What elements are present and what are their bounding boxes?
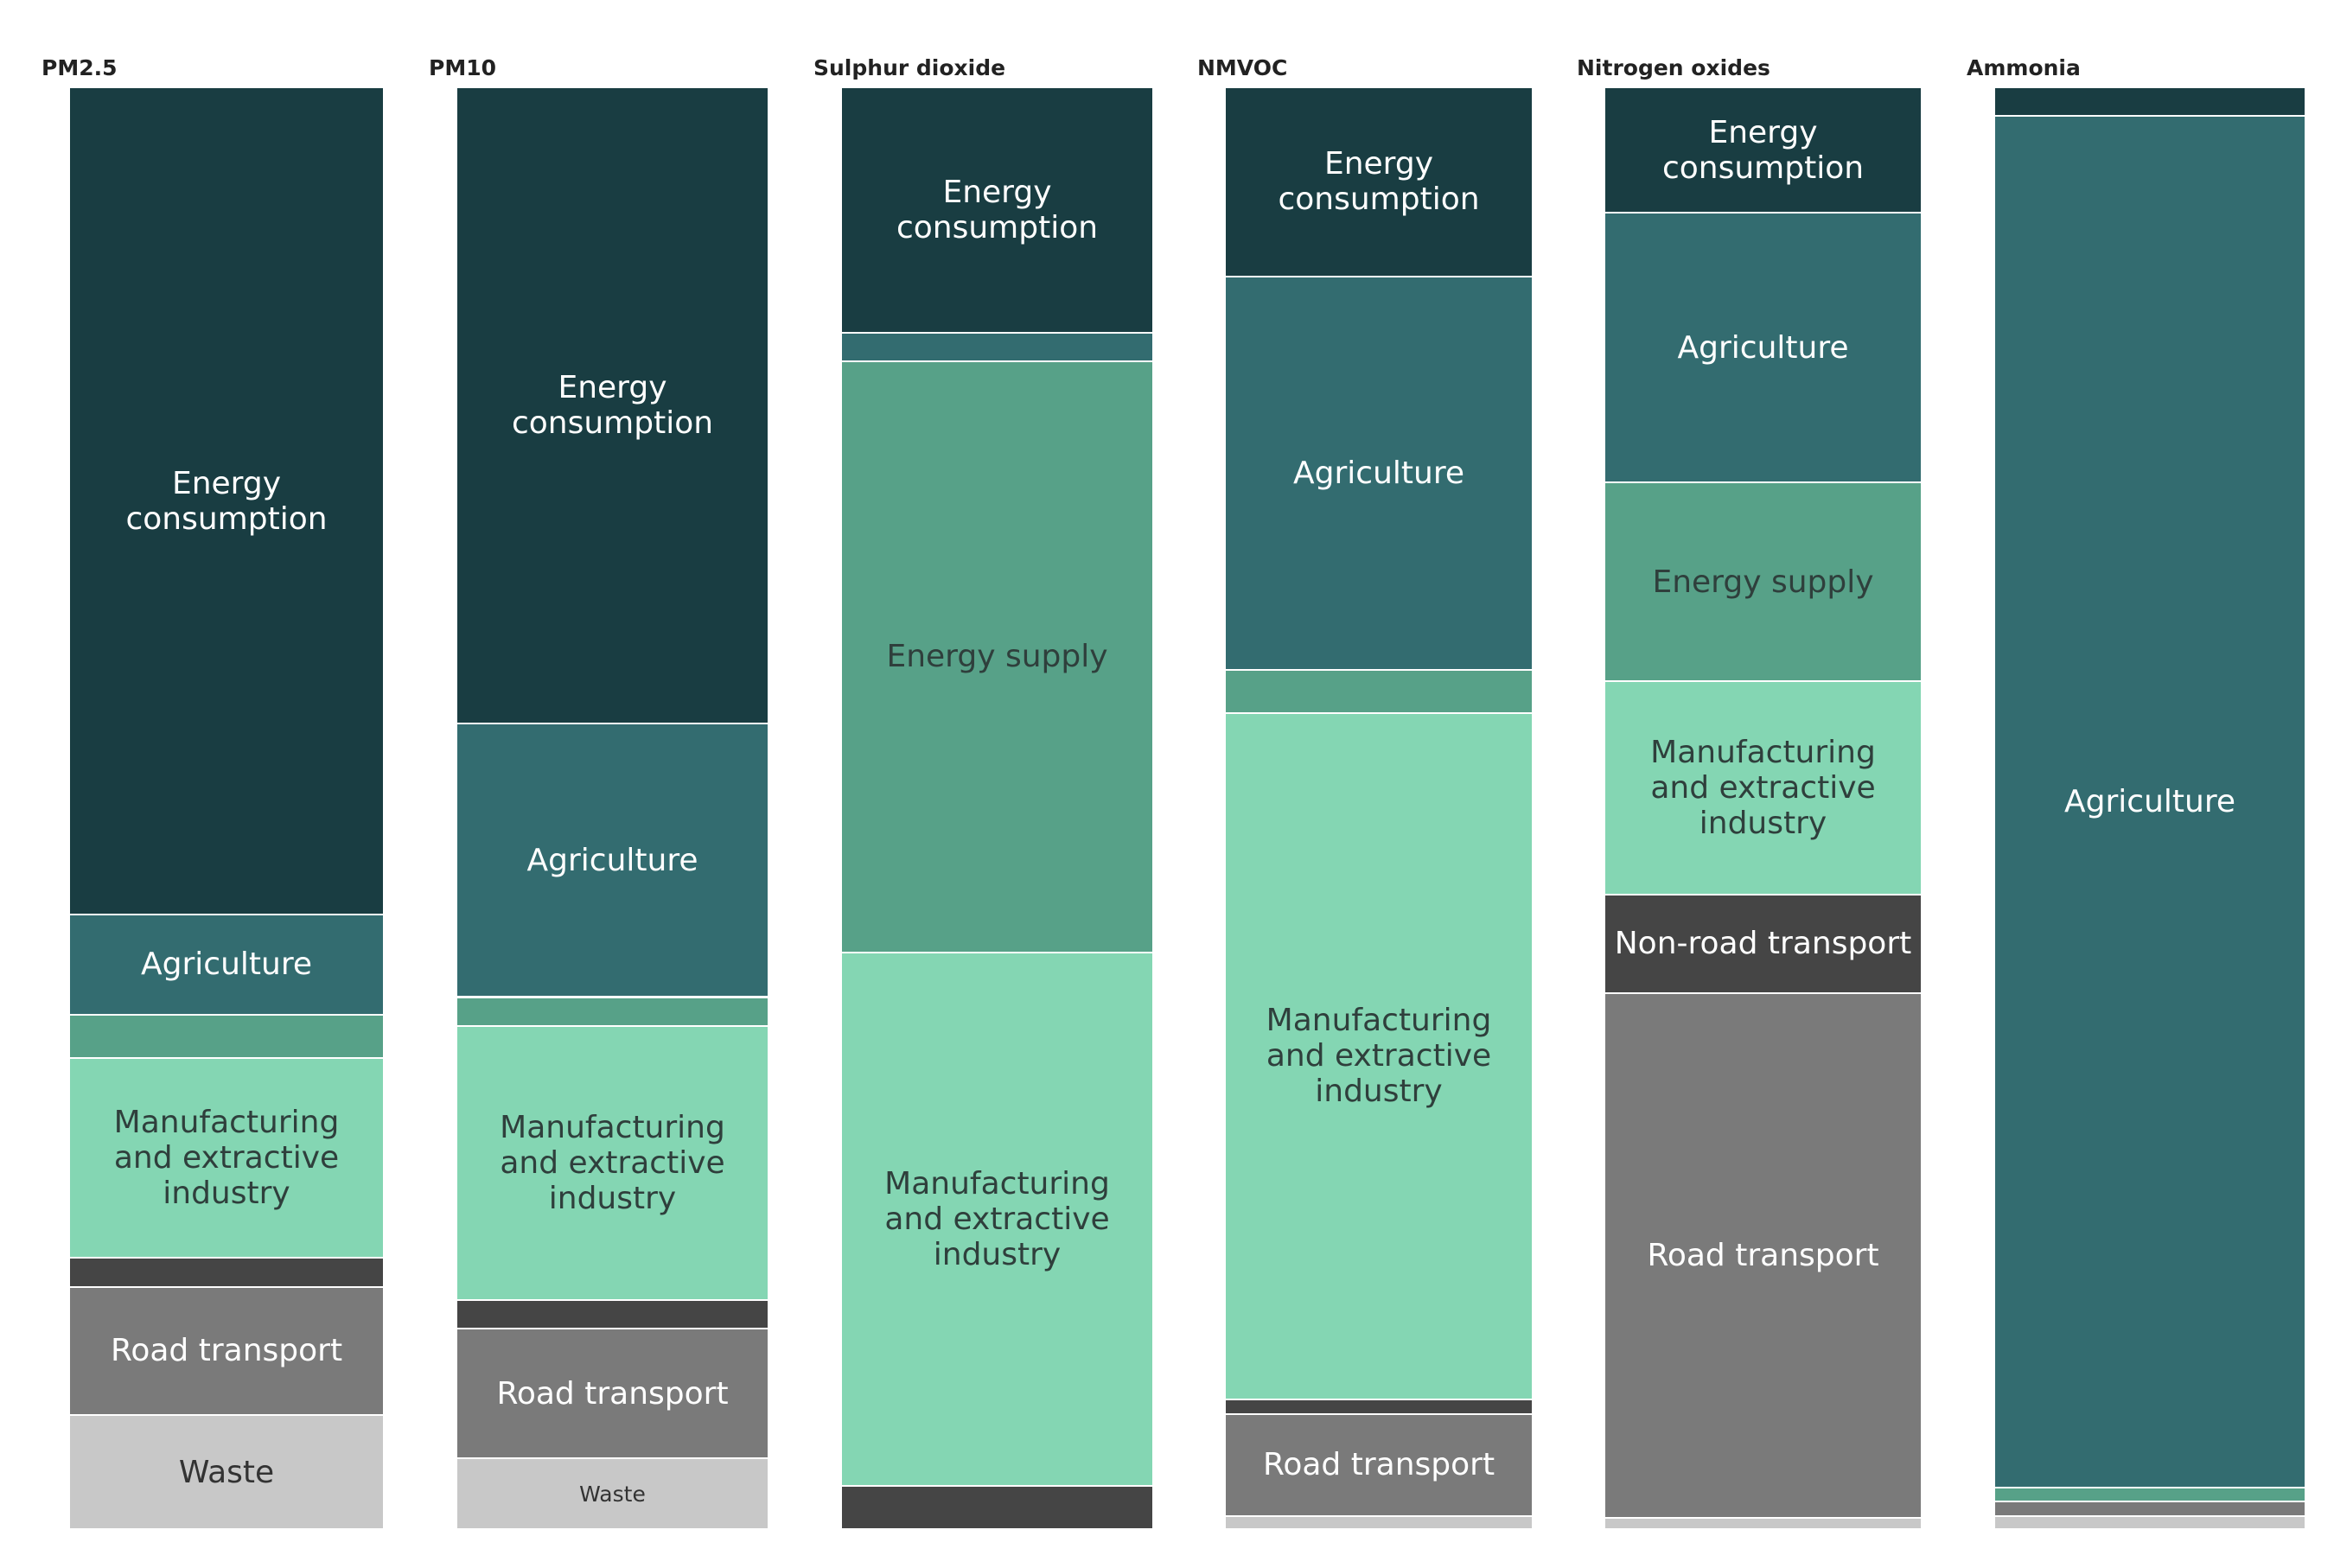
bar-segment-sulphur-dioxide-manufacturing: Manufacturing and extractive industry	[842, 953, 1152, 1487]
bar-segment-pm10-road-transport: Road transport	[457, 1329, 768, 1460]
bar-segment-nitrogen-oxides-road-transport: Road transport	[1605, 993, 1921, 1519]
bar-segment-pm10-energy-supply	[457, 998, 768, 1027]
bar-segment-pm10-waste: Waste	[457, 1459, 768, 1530]
bar-segment-nitrogen-oxides-energy-consumption: Energy consumption	[1605, 88, 1921, 214]
segment-label: Manufacturing and extractive industry	[113, 1104, 340, 1211]
bar-column-nitrogen-oxides: Energy consumption Agriculture Energy supp…	[1605, 88, 1921, 1530]
segment-label: Energy consumption	[125, 465, 328, 537]
segment-label: Road transport	[1647, 1237, 1879, 1273]
segment-label: Energy supply	[886, 639, 1108, 675]
segment-label: Agriculture	[2064, 783, 2235, 819]
bar-segment-nitrogen-oxides-agriculture: Agriculture	[1605, 214, 1921, 484]
segment-label: Energy consumption	[1661, 114, 1865, 186]
bar-segment-ammonia-energy-consumption	[1995, 88, 2305, 118]
segment-label: Energy supply	[1652, 564, 1874, 600]
bar-segment-pm10-manufacturing: Manufacturing and extractive industry	[457, 1026, 768, 1301]
bar-segment-nmvoc-non-road-transport	[1226, 1399, 1532, 1415]
bar-segment-nmvoc-energy-consumption: Energy consumption	[1226, 88, 1532, 277]
bar-segment-sulphur-dioxide-energy-supply: Energy supply	[842, 361, 1152, 953]
bar-segment-ammonia-agriculture: Agriculture	[1995, 117, 2305, 1488]
panel-title-nitrogen-oxides: Nitrogen oxides	[1577, 55, 1770, 80]
bar-column-nmvoc: Energy consumption Agriculture Manufacturi…	[1226, 88, 1532, 1530]
bar-segment-nmvoc-road-transport: Road transport	[1226, 1414, 1532, 1517]
bar-segment-sulphur-dioxide-non-road-transport	[842, 1486, 1152, 1530]
bar-segment-pm10-agriculture: Agriculture	[457, 723, 768, 998]
bar-segment-nitrogen-oxides-energy-supply: Energy supply	[1605, 483, 1921, 683]
bar-segment-pm2-5-energy-consumption: Energy consumption	[70, 88, 383, 916]
bar-segment-ammonia-energy-supply	[1995, 1488, 2305, 1503]
bar-segment-sulphur-dioxide-energy-consumption: Energy consumption	[842, 88, 1152, 334]
bar-segment-nitrogen-oxides-non-road-transport: Non-road transport	[1605, 896, 1921, 994]
panel-title-pm2-5: PM2.5	[41, 55, 118, 80]
segment-label: Manufacturing and extractive industry	[884, 1165, 1110, 1272]
segment-label: Agriculture	[141, 947, 312, 983]
segment-label: Manufacturing and extractive industry	[1650, 735, 1876, 842]
segment-label: Agriculture	[526, 842, 698, 878]
bar-segment-pm10-energy-consumption: Energy consumption	[457, 88, 768, 724]
bar-segment-nitrogen-oxides-waste	[1605, 1518, 1921, 1530]
segment-label: Road transport	[496, 1375, 729, 1412]
bar-column-pm2-5: Energy consumption Agriculture Manufacturi…	[70, 88, 383, 1530]
segment-label: Non-road transport	[1614, 926, 1912, 962]
bar-segment-nitrogen-oxides-manufacturing: Manufacturing and extractive industry	[1605, 682, 1921, 896]
bar-segment-pm2-5-waste: Waste	[70, 1416, 383, 1530]
bar-segment-ammonia-road-transport	[1995, 1502, 2305, 1517]
segment-label: Energy consumption	[896, 174, 1099, 245]
segment-label: Road transport	[110, 1333, 343, 1369]
bar-segment-pm2-5-agriculture: Agriculture	[70, 915, 383, 1016]
segment-label: Energy consumption	[1278, 146, 1480, 218]
segment-label: Road transport	[1262, 1447, 1495, 1483]
bar-segment-nmvoc-energy-supply	[1226, 670, 1532, 714]
panel-title-sulphur-dioxide: Sulphur dioxide	[813, 55, 1006, 80]
bar-segment-nmvoc-waste	[1226, 1516, 1532, 1530]
bar-column-sulphur-dioxide: Energy consumption Energy supply Manufactu…	[842, 88, 1152, 1530]
bar-column-pm10: Energy consumption Agriculture Manufacturi…	[457, 88, 768, 1530]
panel-title-pm10: PM10	[429, 55, 496, 80]
bar-column-ammonia: Agriculture	[1995, 88, 2305, 1530]
segment-label: Waste	[579, 1481, 646, 1507]
panel-title-nmvoc: NMVOC	[1197, 55, 1288, 80]
bar-segment-pm2-5-road-transport: Road transport	[70, 1287, 383, 1417]
bar-segment-nmvoc-agriculture: Agriculture	[1226, 277, 1532, 671]
segment-label: Manufacturing and extractive industry	[500, 1109, 725, 1216]
panel-title-ammonia: Ammonia	[1967, 55, 2081, 80]
segment-label: Manufacturing and extractive industry	[1266, 1003, 1492, 1110]
bar-segment-ammonia-waste	[1995, 1516, 2305, 1530]
bar-segment-pm2-5-energy-supply	[70, 1015, 383, 1059]
segment-label: Agriculture	[1677, 329, 1849, 366]
segment-label: Agriculture	[1293, 455, 1464, 491]
bar-segment-pm2-5-manufacturing: Manufacturing and extractive industry	[70, 1058, 383, 1259]
bar-segment-pm10-non-road-transport	[457, 1300, 768, 1330]
segment-label: Waste	[178, 1454, 275, 1490]
bar-segment-sulphur-dioxide-agriculture	[842, 333, 1152, 362]
segment-label: Energy consumption	[511, 369, 714, 441]
bar-segment-nmvoc-manufacturing: Manufacturing and extractive industry	[1226, 713, 1532, 1400]
bar-segment-pm2-5-non-road-transport	[70, 1259, 383, 1288]
